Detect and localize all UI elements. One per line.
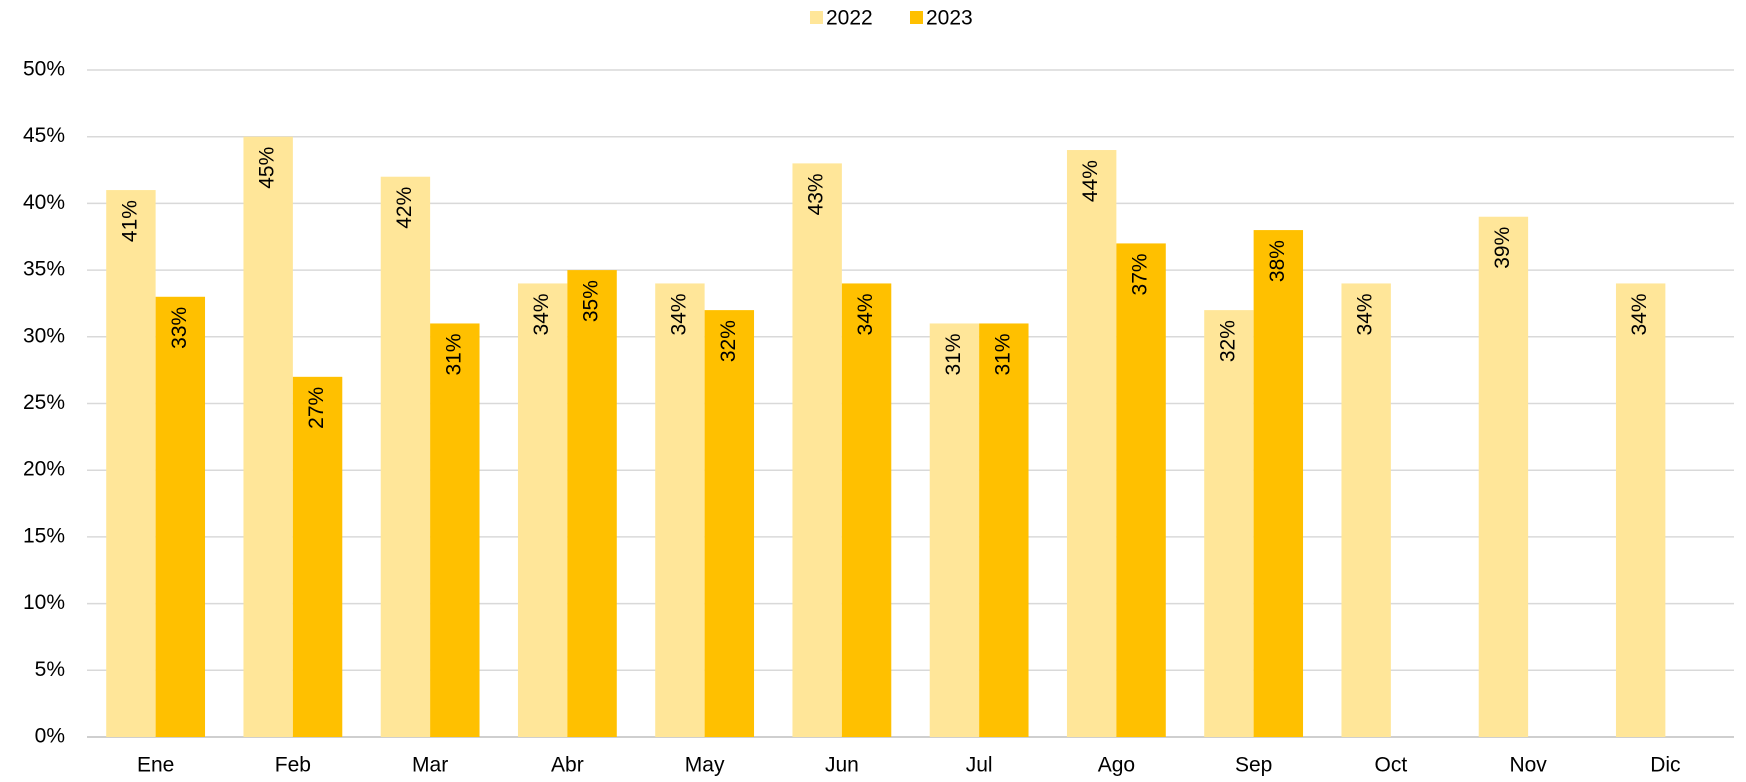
bar bbox=[792, 163, 842, 737]
x-tick-label: Sep bbox=[1235, 754, 1272, 777]
data-label: 41% bbox=[118, 200, 141, 242]
bar bbox=[106, 190, 156, 737]
data-label: 27% bbox=[305, 387, 328, 429]
legend-label: 2023 bbox=[926, 7, 973, 30]
bar bbox=[430, 323, 480, 737]
legend-swatch bbox=[910, 11, 923, 24]
x-tick-label: Mar bbox=[412, 754, 448, 777]
y-tick-label: 40% bbox=[23, 191, 65, 214]
data-label: 34% bbox=[1354, 293, 1377, 335]
y-tick-label: 0% bbox=[35, 725, 65, 748]
x-tick-label: Jun bbox=[825, 754, 859, 777]
data-label: 35% bbox=[580, 280, 603, 322]
data-label: 34% bbox=[530, 293, 553, 335]
data-label: 37% bbox=[1129, 253, 1152, 295]
bar bbox=[1478, 216, 1529, 738]
bar bbox=[380, 176, 431, 738]
data-label: 39% bbox=[1491, 227, 1514, 269]
bar bbox=[1253, 230, 1304, 737]
y-tick-label: 30% bbox=[23, 324, 65, 347]
x-tick-label: Oct bbox=[1375, 754, 1408, 777]
y-tick-label: 15% bbox=[23, 524, 65, 547]
data-label: 34% bbox=[854, 293, 877, 335]
bar bbox=[292, 376, 343, 737]
y-tick-label: 50% bbox=[23, 58, 65, 81]
y-tick-label: 45% bbox=[23, 124, 65, 147]
x-tick-label: Nov bbox=[1509, 754, 1547, 777]
y-tick-label: 35% bbox=[23, 258, 65, 281]
data-label: 31% bbox=[942, 333, 965, 375]
bar bbox=[567, 270, 617, 737]
x-tick-label: Abr bbox=[551, 754, 584, 777]
data-label: 33% bbox=[168, 307, 191, 349]
data-label: 31% bbox=[991, 333, 1014, 375]
data-label: 43% bbox=[805, 173, 828, 215]
bar bbox=[1066, 150, 1117, 738]
x-tick-label: Feb bbox=[275, 754, 311, 777]
data-label: 31% bbox=[442, 333, 465, 375]
y-tick-label: 10% bbox=[23, 591, 65, 614]
data-label: 38% bbox=[1266, 240, 1289, 282]
data-label: 45% bbox=[256, 147, 279, 189]
bar bbox=[704, 310, 755, 737]
bar bbox=[929, 323, 980, 737]
y-tick-label: 25% bbox=[23, 391, 65, 414]
bar bbox=[155, 296, 206, 737]
y-tick-label: 5% bbox=[35, 658, 65, 681]
bar bbox=[979, 323, 1029, 737]
data-label: 34% bbox=[1628, 293, 1651, 335]
y-tick-label: 20% bbox=[23, 458, 65, 481]
data-label: 32% bbox=[717, 320, 740, 362]
x-tick-label: May bbox=[685, 754, 725, 777]
legend-swatch bbox=[810, 11, 823, 24]
bar bbox=[655, 283, 705, 737]
bar bbox=[841, 283, 892, 737]
bar bbox=[1116, 243, 1166, 738]
bar bbox=[1204, 310, 1254, 737]
data-label: 44% bbox=[1079, 160, 1102, 202]
data-label: 42% bbox=[393, 187, 416, 229]
x-tick-label: Dic bbox=[1650, 754, 1680, 777]
x-tick-label: Ene bbox=[137, 754, 174, 777]
bar bbox=[1615, 283, 1666, 737]
data-label: 32% bbox=[1216, 320, 1239, 362]
data-label: 34% bbox=[667, 293, 690, 335]
bar bbox=[1341, 283, 1391, 737]
x-tick-label: Jul bbox=[966, 754, 993, 777]
bar bbox=[517, 283, 568, 737]
legend-label: 2022 bbox=[826, 7, 873, 30]
x-tick-label: Ago bbox=[1098, 754, 1135, 777]
bar bbox=[243, 136, 293, 737]
